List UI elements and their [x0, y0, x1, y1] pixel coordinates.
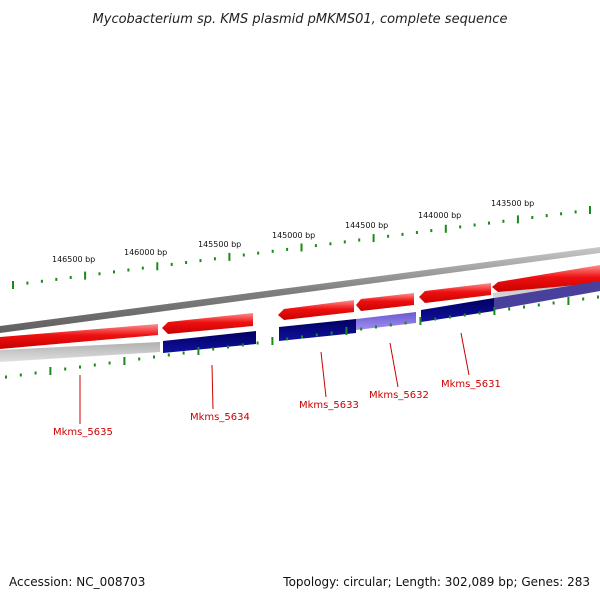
ruler-label: 146000 bp [124, 248, 167, 257]
gene-leader-line [320, 351, 327, 398]
ruler-label: 145500 bp [198, 240, 241, 249]
ruler-label: 144000 bp [418, 211, 461, 220]
gene-leader-line [460, 332, 470, 376]
gene-label-mkms-5632[interactable]: Mkms_5632 [369, 390, 429, 401]
ruler-label: 143500 bp [491, 199, 534, 208]
forward-feature-5635 [0, 324, 158, 349]
cds-5633 [279, 319, 356, 341]
ruler-label: 144500 bp [345, 221, 388, 230]
forward-feature-5631 [419, 283, 491, 303]
forward-feature-5632 [356, 293, 414, 311]
forward-feature-5630 [492, 265, 600, 292]
accession-text: Accession: NC_008703 [9, 575, 145, 589]
ruler-label: 146500 bp [52, 255, 95, 264]
backbone-band [0, 247, 600, 333]
gene-label-mkms-5633[interactable]: Mkms_5633 [299, 400, 359, 411]
forward-feature-5634 [162, 313, 253, 334]
cds-5630 [494, 281, 600, 310]
map-title: Mycobacterium sp. KMS plasmid pMKMS01, c… [93, 12, 508, 27]
lower-band-left [0, 342, 160, 362]
gene-leader-line [211, 364, 214, 410]
forward-feature-5633 [278, 300, 354, 320]
ruler-ticks [5, 206, 599, 379]
gene-leader-line [389, 342, 399, 388]
cds-5632 [356, 312, 416, 330]
ruler-label: 145000 bp [272, 231, 315, 240]
gene-label-mkms-5634[interactable]: Mkms_5634 [190, 412, 250, 423]
topology-text: Topology: circular; Length: 302,089 bp; … [282, 575, 590, 589]
gene-label-mkms-5635[interactable]: Mkms_5635 [53, 427, 113, 438]
gene-label-mkms-5631[interactable]: Mkms_5631 [441, 379, 501, 390]
cds-5631 [421, 298, 494, 322]
cds-5634 [163, 331, 256, 353]
